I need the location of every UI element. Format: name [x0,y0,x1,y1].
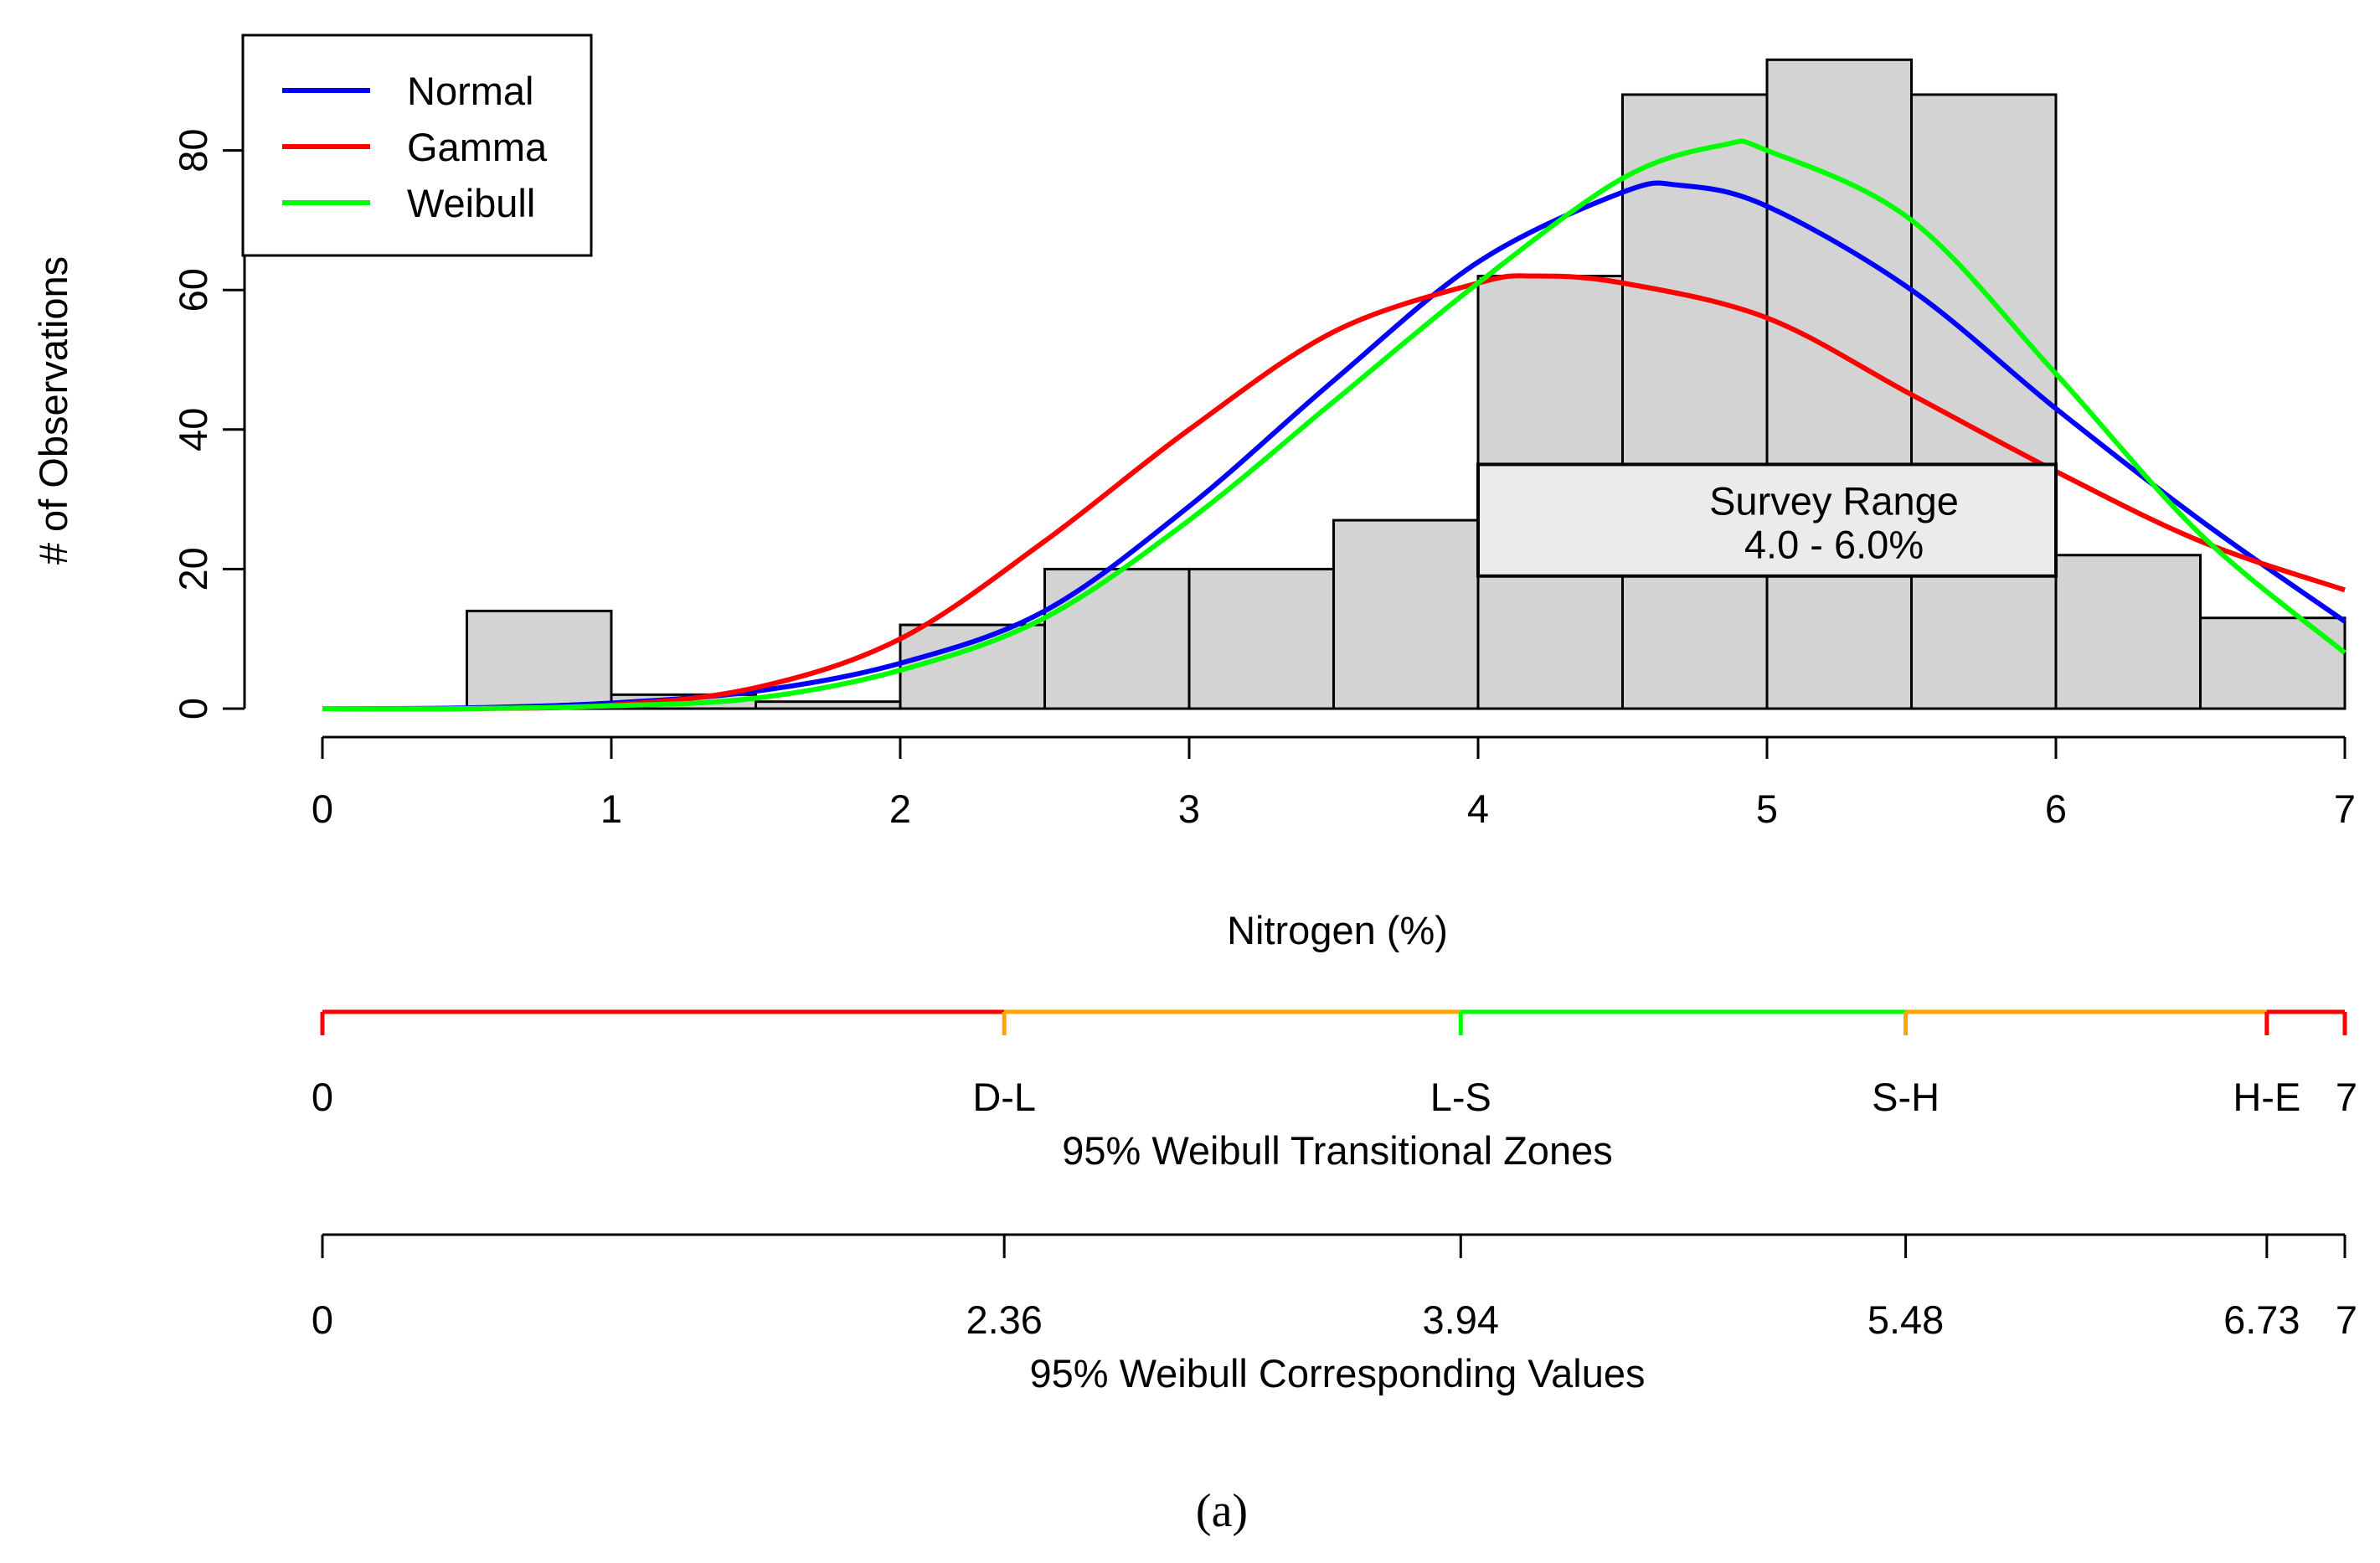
survey-range-title: Survey Range [1709,478,1959,523]
survey-range-box: Survey Range 4.0 - 6.0% [1476,462,2058,578]
zone-label-4: H-E [2233,1075,2300,1119]
corresponding-values-axis: 0 2.36 3.94 5.48 6.73 7 [312,1233,2357,1342]
x-tick-label-7: 7 [2334,787,2356,831]
zone-label-1: D-L [972,1075,1036,1119]
y-axis-title: # of Observations [31,256,75,565]
histogram-bar-3 [899,623,1046,710]
y-tick-label-80: 80 [171,128,215,172]
x-tick-label-2: 2 [889,787,911,831]
x-axis-title: Nitrogen (%) [1227,908,1448,952]
zone-label-2: L-S [1430,1075,1491,1119]
legend-label-weibull: Weibull [407,181,535,225]
zone-label-5: 7 [2336,1075,2357,1119]
histogram-bar-4 [1043,567,1191,710]
x-tick-label-6: 6 [2045,787,2067,831]
y-axis: 0 20 40 60 80 [171,128,246,720]
x-tick-label-4: 4 [1467,787,1489,831]
histogram-bar-11 [2054,554,2202,710]
x-axis: 0 1 2 3 4 5 6 7 [312,735,2356,831]
density-curves [322,138,2347,712]
y-tick-label-40: 40 [171,408,215,451]
values-label-1: 2.36 [966,1297,1042,1342]
histogram-bar-12 [2199,616,2347,710]
values-label-4: 6.73 [2223,1297,2300,1342]
values-label-0: 0 [312,1297,333,1342]
values-label-2: 3.94 [1423,1297,1499,1342]
curve-gamma [322,273,2346,712]
x-tick-label-5: 5 [1756,787,1778,831]
values-title: 95% Weibull Corresponding Values [1029,1351,1645,1395]
y-tick-label-20: 20 [171,547,215,591]
zone-label-0: 0 [312,1075,333,1119]
legend-label-gamma: Gamma [407,125,548,169]
histogram-bar-5 [1187,567,1335,710]
zone-label-3: S-H [1872,1075,1940,1119]
y-tick-label-0: 0 [171,698,215,720]
survey-range-value: 4.0 - 6.0% [1744,522,1924,566]
values-label-5: 7 [2336,1297,2357,1342]
histogram-bar-10 [1910,93,2058,710]
legend-label-normal: Normal [407,69,533,113]
panel-label: (a) [1196,1485,1248,1537]
histogram-bar-0 [466,609,613,710]
histogram-bar-6 [1332,518,1480,710]
x-tick-label-1: 1 [600,787,622,831]
y-tick-label-60: 60 [171,268,215,312]
curve-weibull [322,138,2347,712]
transitional-zones-axis: 0 D-L L-S S-H H-E 7 [312,1009,2357,1119]
histogram-bar-2 [755,700,902,710]
x-tick-label-3: 3 [1178,787,1200,831]
survey-range-rect [1476,462,2058,578]
legend: Normal Gamma Weibull [241,34,593,257]
values-label-3: 5.48 [1867,1297,1944,1342]
x-tick-label-0: 0 [312,787,333,831]
zones-title: 95% Weibull Transitional Zones [1062,1128,1612,1173]
